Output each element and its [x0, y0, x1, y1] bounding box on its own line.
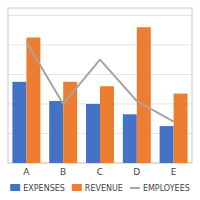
- bar: [100, 86, 114, 163]
- bar: [123, 114, 137, 163]
- legend-swatch: [10, 184, 20, 191]
- bar: [12, 82, 26, 163]
- bar: [86, 104, 100, 163]
- legend-label: EXPENSES: [23, 184, 65, 193]
- x-tick-label: C: [97, 167, 103, 177]
- legend-swatch: [72, 184, 82, 191]
- bar: [160, 126, 174, 163]
- bar: [26, 38, 40, 163]
- legend-swatch: [130, 187, 140, 189]
- plot-frame: [8, 8, 192, 163]
- x-tick-label: A: [23, 167, 30, 177]
- bar: [174, 94, 188, 163]
- legend-item: EMPLOYEES: [130, 184, 190, 193]
- line: [26, 42, 173, 122]
- grid: [8, 15, 192, 163]
- legend-item: EXPENSES: [10, 184, 65, 193]
- legend-item: REVENUE: [72, 184, 123, 193]
- bar: [49, 101, 63, 163]
- x-tick-label: D: [133, 167, 140, 177]
- legend-label: EMPLOYEES: [143, 184, 190, 193]
- legend: EXPENSES REVENUE EMPLOYEES: [10, 184, 190, 193]
- chart: A B C D E EXPENSES REVENUE EMPLOYEES: [0, 0, 200, 200]
- x-tick-label: B: [60, 167, 66, 177]
- x-tick-label: E: [171, 167, 177, 177]
- legend-label: REVENUE: [85, 184, 123, 193]
- bar: [137, 27, 151, 163]
- marks: [12, 27, 187, 163]
- grid-line: [8, 15, 192, 16]
